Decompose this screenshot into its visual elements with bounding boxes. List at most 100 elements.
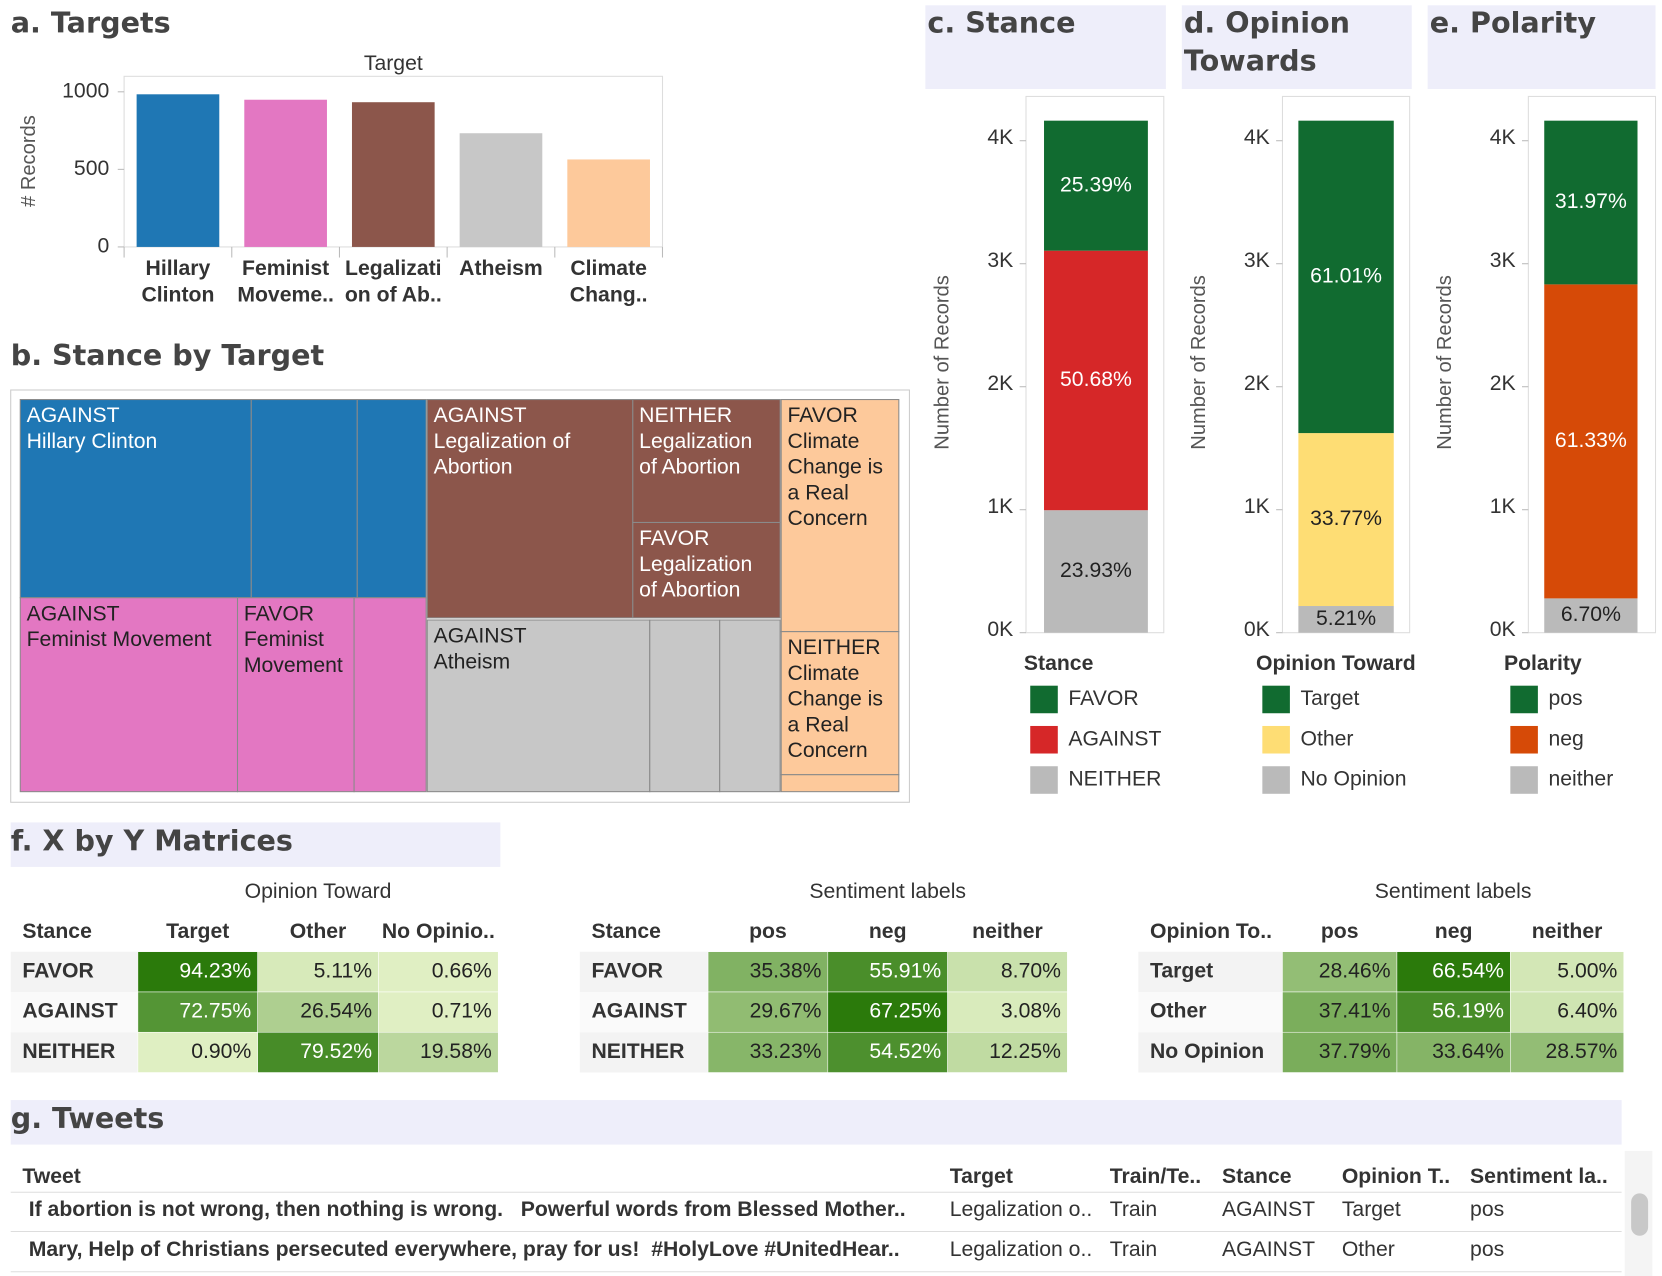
treemap-label: a Real: [788, 481, 849, 504]
title-box: [10, 822, 501, 867]
treemap-label: NEITHER: [788, 636, 881, 659]
legend-label: neg: [1548, 727, 1583, 750]
column-header: Sentiment la..: [1470, 1165, 1608, 1188]
y-tick-label: 4K: [1490, 126, 1516, 149]
title-box: [10, 1100, 1622, 1145]
matrix-header: Sentiment labels: [809, 880, 966, 903]
row-label: AGAINST: [22, 1000, 117, 1023]
legend-swatch: [1030, 766, 1058, 794]
treemap-cell: [250, 399, 358, 599]
x-tick-label: Hillary Clinton: [141, 257, 214, 306]
title-box: [925, 5, 1166, 90]
cell-label: 29.67%: [750, 1000, 822, 1023]
treemap-label: AGAINST: [27, 602, 120, 625]
table-cell: AGAINST: [1222, 1238, 1315, 1261]
row-band: [579, 951, 709, 992]
panel-title: f. X by Y Matrices: [11, 824, 293, 858]
cell-label: 55.91%: [869, 959, 941, 982]
treemap-cell: [353, 597, 427, 793]
treemap-label: Change is: [788, 456, 883, 479]
y-tick-label: 0K: [1490, 618, 1516, 641]
treemap-cell: [426, 619, 651, 793]
matrix-cell: [1282, 951, 1398, 993]
matrix-cell: [137, 951, 258, 993]
treemap-label: Concern: [788, 739, 868, 762]
cell-label: 56.19%: [1432, 1000, 1504, 1023]
column-header: neither: [972, 920, 1043, 943]
matrix-corner: Stance: [591, 920, 661, 943]
cell-label: 37.41%: [1319, 1000, 1391, 1023]
table-cell: Legalization o..: [950, 1198, 1093, 1221]
row-band: [10, 991, 138, 1033]
treemap-frame: [10, 389, 910, 803]
row-band: [579, 991, 709, 1033]
matrix-cell: [1282, 991, 1398, 1033]
treemap-cell: [780, 774, 900, 793]
y-tick-label: 4K: [987, 126, 1013, 149]
treemap-cell: [19, 597, 239, 793]
cell-label: 6.40%: [1557, 1000, 1617, 1023]
matrix-cell: [947, 991, 1068, 1033]
treemap-cell: [632, 521, 781, 619]
treemap-label: Hillary Clinton: [27, 430, 158, 453]
row-band: [1138, 991, 1283, 1033]
y-axis-title: Number of Records: [1188, 275, 1210, 449]
matrix-cell: [707, 951, 829, 993]
matrix-cell: [947, 1031, 1068, 1073]
row-label: Target: [1150, 959, 1213, 982]
row-band: [10, 1032, 138, 1073]
matrix-cell: [137, 1031, 258, 1073]
matrix-corner: Stance: [22, 920, 92, 943]
matrix-cell: [1396, 991, 1511, 1033]
column-header: Stance: [1222, 1165, 1292, 1188]
matrix-cell: [1510, 1031, 1624, 1073]
data-label: 61.33%: [1555, 429, 1627, 452]
panel-title: d. Opinion Towards: [1184, 5, 1350, 77]
y-tick-label: 1000: [62, 79, 109, 102]
y-tick-label: 0: [97, 235, 109, 258]
legend-swatch: [1510, 766, 1538, 794]
matrix-cell: [827, 991, 948, 1033]
row-label: No Opinion: [1150, 1040, 1264, 1063]
treemap-label: Atheism: [434, 650, 511, 673]
table-cell: pos: [1470, 1238, 1504, 1261]
treemap-label: Movement: [244, 654, 343, 677]
matrix-cell: [1510, 951, 1624, 993]
y-axis-title: # Records: [18, 115, 40, 207]
treemap-label: FAVOR: [788, 404, 858, 427]
bar-segment: [1544, 284, 1638, 599]
treemap-label: Concern: [788, 507, 868, 530]
column-header: Target: [166, 920, 229, 943]
row-label: NEITHER: [591, 1040, 684, 1063]
x-axis-title: Target: [364, 52, 423, 75]
matrix-cell: [827, 1031, 948, 1073]
column-header: Other: [290, 920, 347, 943]
treemap-cell: [719, 619, 781, 793]
cell-label: 66.54%: [1432, 959, 1504, 982]
y-tick-label: 0K: [1244, 618, 1270, 641]
legend-title: Stance: [1024, 652, 1094, 675]
legend-label: FAVOR: [1068, 687, 1138, 710]
table-cell: pos: [1470, 1198, 1504, 1221]
cell-label: 79.52%: [300, 1040, 372, 1063]
cell-label: 5.11%: [314, 959, 373, 982]
treemap-cell: [426, 399, 634, 619]
panel-title: e. Polarity: [1430, 5, 1597, 39]
matrix-cell: [1282, 1031, 1398, 1073]
treemap-label: of Abortion: [639, 579, 740, 602]
treemap-label: AGAINST: [434, 625, 527, 648]
scroll-thumb[interactable]: [1631, 1193, 1649, 1236]
matrix-cell: [257, 991, 379, 1033]
treemap-label: Feminist Movement: [27, 628, 212, 651]
legend-label: AGAINST: [1068, 727, 1161, 750]
legend-label: neither: [1548, 768, 1613, 791]
treemap-cell: [19, 399, 252, 599]
cell-label: 28.57%: [1545, 1040, 1617, 1063]
data-label: 31.97%: [1555, 190, 1627, 213]
bar: [567, 159, 650, 247]
y-tick-label: 4K: [1244, 126, 1270, 149]
y-tick-label: 3K: [987, 249, 1013, 272]
column-header: neither: [1532, 920, 1603, 943]
bar-segment: [1544, 598, 1638, 633]
